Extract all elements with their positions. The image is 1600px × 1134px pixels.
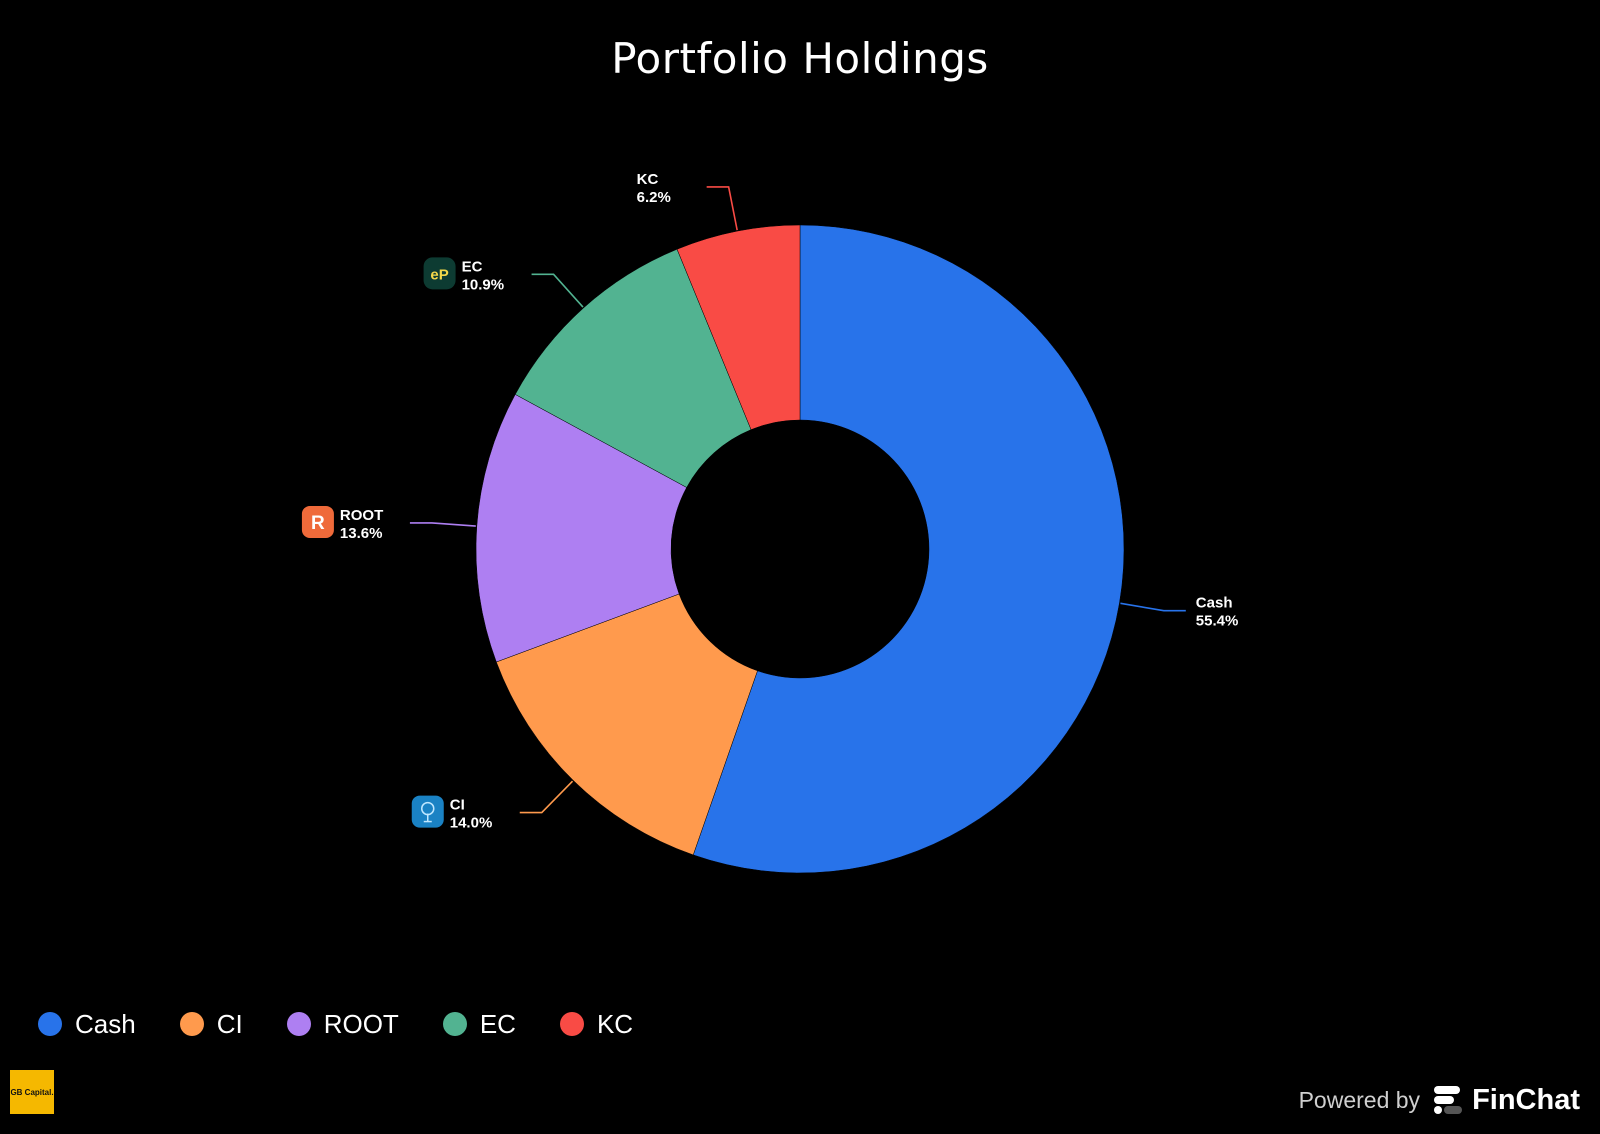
slice-ci[interactable] xyxy=(496,593,758,856)
finchat-brand: FinChat xyxy=(1472,1083,1580,1116)
legend-label: CI xyxy=(216,1008,243,1039)
svg-text:eP: eP xyxy=(430,266,448,283)
slice-ec[interactable] xyxy=(514,248,752,488)
gb-capital-logo: GB Capital. xyxy=(10,1070,54,1114)
svg-text:R: R xyxy=(311,513,325,534)
legend-item-cash[interactable]: Cash xyxy=(38,1009,136,1040)
leader-line-root xyxy=(409,522,476,527)
leader-line-ci xyxy=(519,780,574,814)
leader-line-ec xyxy=(531,273,584,308)
data-label-name: EC xyxy=(462,258,483,275)
data-label-name: KC xyxy=(637,171,659,188)
data-label-name: Cash xyxy=(1196,595,1233,612)
chart-legend: Cash CI ROOT EC KC xyxy=(38,1006,677,1042)
slice-kc[interactable] xyxy=(676,224,801,430)
legend-swatch xyxy=(179,1012,204,1036)
data-label-value: 6.2% xyxy=(637,189,671,206)
leader-line-kc xyxy=(706,186,738,231)
slice-cash[interactable] xyxy=(692,224,1125,874)
ep-icon: eP xyxy=(423,257,456,290)
powered-by-finchat: Powered by FinChat xyxy=(1299,1080,1580,1120)
ci-tree-icon xyxy=(411,795,444,828)
data-label-name: CI xyxy=(450,797,465,814)
root-r-icon: R xyxy=(301,505,334,538)
legend-item-kc[interactable]: KC xyxy=(559,1008,634,1040)
legend-swatch xyxy=(442,1012,467,1036)
legend-item-ci[interactable]: CI xyxy=(179,1008,243,1040)
legend-label: KC xyxy=(596,1008,634,1039)
legend-label: Cash xyxy=(75,1008,136,1039)
legend-label: EC xyxy=(479,1008,516,1039)
data-label-value: 55.4% xyxy=(1196,613,1239,630)
leader-line-cash xyxy=(1120,602,1186,612)
legend-item-ec[interactable]: EC xyxy=(442,1008,516,1040)
data-label-name: ROOT xyxy=(340,507,383,524)
finchat-logo-icon xyxy=(1434,1086,1463,1114)
data-label-value: 13.6% xyxy=(340,525,383,542)
chart-title: Portfolio Holdings xyxy=(611,34,989,83)
data-label-value: 10.9% xyxy=(462,276,505,293)
legend-swatch xyxy=(38,1012,62,1036)
slice-root[interactable] xyxy=(475,394,687,663)
powered-by-text: Powered by xyxy=(1298,1086,1421,1113)
legend-item-root[interactable]: ROOT xyxy=(286,1008,399,1040)
legend-swatch xyxy=(559,1012,584,1036)
legend-label: ROOT xyxy=(323,1008,399,1039)
data-label-kc: KC6.2% xyxy=(637,171,671,206)
data-label-value: 14.0% xyxy=(450,815,493,832)
legend-swatch xyxy=(286,1012,311,1036)
